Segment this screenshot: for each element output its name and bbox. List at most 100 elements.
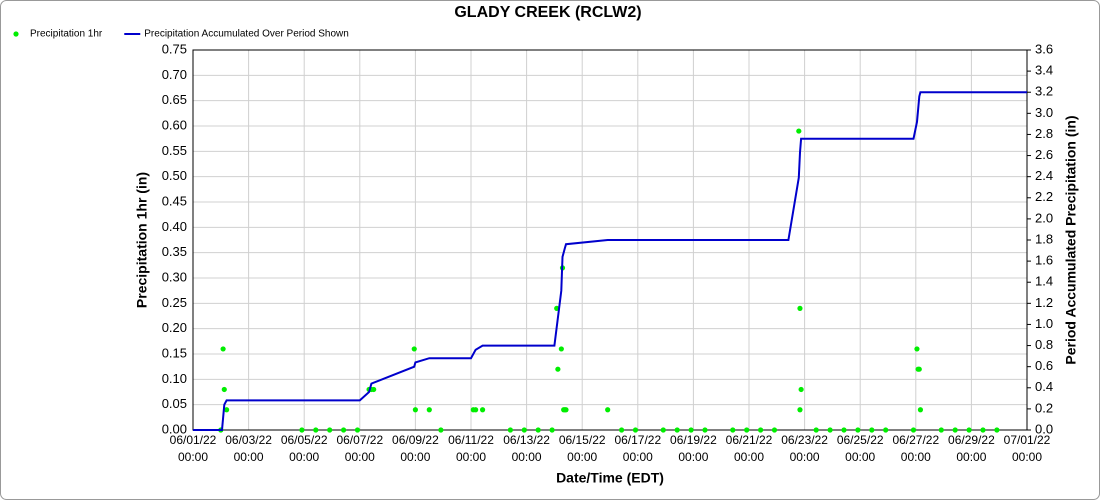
rain-dot <box>966 427 972 433</box>
y-tick-label: 0.20 <box>162 320 187 335</box>
y2-tick-label: 3.4 <box>1035 63 1053 78</box>
y2-tick-label: 1.4 <box>1035 274 1053 289</box>
rain-dot <box>563 407 569 413</box>
y-axis-label: Precipitation 1hr (in) <box>134 172 150 308</box>
rain-dot <box>632 427 639 433</box>
rain-dot <box>327 427 333 433</box>
legend-marker <box>13 31 19 37</box>
y2-tick-label: 0.4 <box>1035 379 1053 394</box>
rain-dot <box>618 427 625 433</box>
y-tick-label: 0.25 <box>162 295 187 310</box>
y2-axis-label: Period Accumulated Precipitation (in) <box>1063 115 1079 364</box>
y-tick-label: 0.30 <box>162 269 187 284</box>
x-tick-label: 06/17/22 00:00 <box>614 433 661 464</box>
y2-tick-label: 1.0 <box>1035 316 1053 331</box>
rain-dot <box>916 366 922 372</box>
x-tick-label: 06/03/22 00:00 <box>225 433 272 464</box>
y2-tick-label: 1.6 <box>1035 253 1053 268</box>
rain-dot <box>223 407 230 413</box>
rain-dot <box>555 366 561 372</box>
rain-dot <box>426 407 432 413</box>
rain-dot <box>938 427 944 433</box>
y-tick-label: 0.75 <box>162 41 187 56</box>
x-tick-label: 06/19/22 00:00 <box>670 433 717 464</box>
rain-dot <box>221 386 227 393</box>
y2-tick-label: 1.2 <box>1035 295 1053 310</box>
rain-dot <box>438 427 444 433</box>
rain-dot <box>479 407 486 413</box>
rain-dot <box>883 427 889 433</box>
x-tick-label: 06/27/22 00:00 <box>892 433 939 464</box>
x-tick-label: 06/09/22 00:00 <box>392 433 439 464</box>
y2-tick-label: 0.8 <box>1035 337 1053 352</box>
x-tick-label: 06/07/22 00:00 <box>336 433 383 464</box>
rain-dot <box>797 407 803 413</box>
rain-dot <box>813 427 819 433</box>
rain-dot <box>952 427 958 433</box>
x-tick-label: 06/13/22 00:00 <box>503 433 550 464</box>
y-tick-label: 0.50 <box>162 168 187 183</box>
y2-tick-label: 2.0 <box>1035 210 1053 225</box>
rain-dot <box>220 346 226 352</box>
rain-dot <box>299 427 305 433</box>
rain-dot <box>473 407 479 413</box>
y-tick-label: 0.00 <box>162 421 187 436</box>
y2-tick-label: 2.2 <box>1035 189 1053 204</box>
legend-label: Precipitation 1hr <box>30 29 103 40</box>
rain-dot <box>855 427 861 433</box>
y-tick-label: 0.10 <box>162 371 187 386</box>
plot-border <box>192 49 1028 431</box>
y2-tick-label: 0.2 <box>1035 400 1053 415</box>
y2-tick-label: 1.8 <box>1035 231 1053 246</box>
x-tick-label: 06/29/22 00:00 <box>948 433 995 464</box>
rain-dot <box>371 386 377 393</box>
y2-tick-label: 2.8 <box>1035 126 1053 141</box>
rain-dot <box>660 427 666 433</box>
y-tick-label: 0.15 <box>162 345 187 360</box>
x-tick-label: 06/23/22 00:00 <box>781 433 828 464</box>
rain-dot <box>917 407 924 413</box>
y2-tick-label: 3.0 <box>1035 105 1053 120</box>
rain-dot <box>797 305 803 311</box>
rain-dot <box>605 407 611 413</box>
x-axis-label: Date/Time (EDT) <box>556 470 664 486</box>
x-tick-label: 06/25/22 00:00 <box>837 433 884 464</box>
rain-dot <box>869 427 875 433</box>
rain-dot <box>340 427 347 433</box>
x-tick-label: 06/21/22 00:00 <box>726 433 773 464</box>
accumulation-line <box>193 91 1027 431</box>
rain-dot <box>994 427 1000 433</box>
y-tick-label: 0.35 <box>162 244 187 259</box>
y2-tick-label: 3.6 <box>1035 41 1053 56</box>
y2-tick-label: 0.6 <box>1035 358 1053 373</box>
y-tick-label: 0.55 <box>162 143 187 158</box>
y2-tick-label: 3.2 <box>1035 84 1053 99</box>
y2-tick-label: 2.6 <box>1035 147 1053 162</box>
x-tick-label: 07/01/22 00:00 <box>1004 433 1051 464</box>
rain-dot <box>688 427 694 433</box>
x-tick-label: 06/05/22 00:00 <box>281 433 328 464</box>
rain-dot <box>757 427 764 433</box>
rain-dot <box>412 407 418 413</box>
rain-dot <box>558 346 564 352</box>
rain-dot <box>914 346 920 352</box>
rain-dot <box>798 386 804 393</box>
y2-tick-label: 0.0 <box>1035 421 1053 436</box>
y-tick-label: 0.60 <box>162 117 187 132</box>
x-tick-label: 06/11/22 00:00 <box>448 433 494 464</box>
rain-dot <box>771 427 778 433</box>
rain-dot <box>744 427 750 433</box>
rain-dot <box>910 427 917 433</box>
rain-dot <box>841 427 847 433</box>
rain-dot <box>674 427 680 433</box>
y-tick-label: 0.70 <box>162 67 187 82</box>
rain-dot <box>549 427 555 433</box>
rain-dot <box>411 346 417 352</box>
x-tick-label: 06/15/22 00:00 <box>559 433 606 464</box>
x-tick-label: 06/01/22 00:00 <box>170 433 217 464</box>
rain-dot <box>535 427 541 433</box>
rain-dot <box>827 427 833 433</box>
rain-dot <box>702 427 708 433</box>
y-tick-label: 0.05 <box>162 396 187 411</box>
